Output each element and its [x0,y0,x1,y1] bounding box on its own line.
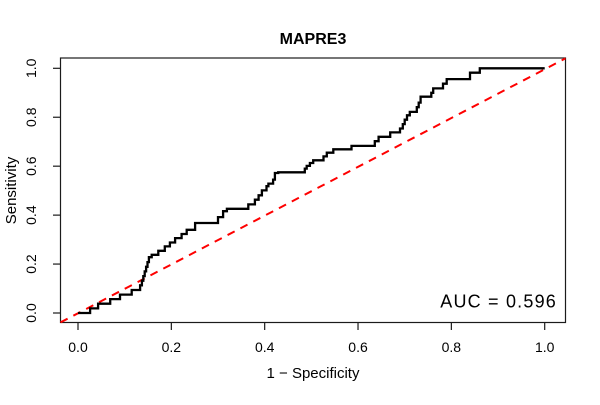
x-tick-label: 0.2 [162,339,182,355]
roc-curve [78,67,545,315]
x-tick-label: 0.4 [255,339,275,355]
x-axis-title: 1 − Specificity [267,365,360,382]
auc-annotation: AUC = 0.596 [440,292,557,312]
x-axis-tick-labels: 0.0 0.2 0.4 0.6 0.8 1.0 [68,339,554,355]
y-axis-tick-labels: 0.0 0.2 0.4 0.6 0.8 1.0 [23,58,39,322]
x-tick-label: 1.0 [535,339,555,355]
plot-title: MAPRE3 [280,31,347,48]
chance-diagonal-line [60,57,566,324]
y-axis-title: Sensitivity [3,156,20,224]
y-tick-label: 0.4 [23,205,39,225]
y-tick-label: 0.8 [23,107,39,127]
y-tick-label: 0.2 [23,254,39,274]
x-tick-label: 0.0 [68,339,88,355]
x-axis-ticks [77,322,546,330]
y-tick-label: 1.0 [23,58,39,78]
x-tick-label: 0.8 [442,339,462,355]
y-tick-label: 0.6 [23,156,39,176]
y-tick-label: 0.0 [23,303,39,323]
plot-box [59,57,567,324]
x-tick-label: 0.6 [348,339,368,355]
y-axis-ticks [53,67,61,314]
